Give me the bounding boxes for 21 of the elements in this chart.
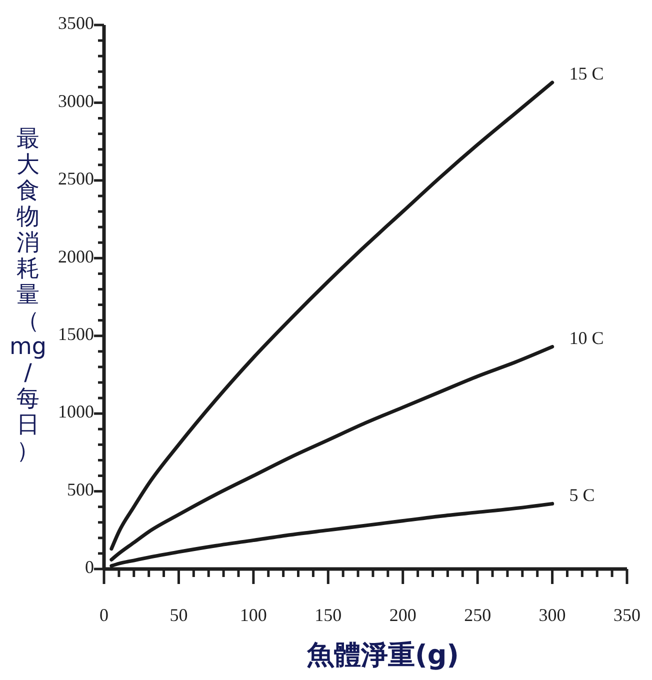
y-tick-label: 0 bbox=[85, 557, 94, 578]
x-tick-label: 200 bbox=[389, 605, 416, 625]
y-tick-label: 500 bbox=[67, 479, 94, 500]
x-tick-label: 300 bbox=[538, 605, 566, 625]
y-tick-label: 3000 bbox=[58, 90, 94, 111]
y-tick-label: 2000 bbox=[58, 246, 94, 266]
series-label: 10 C bbox=[569, 328, 604, 348]
x-tick-label: 0 bbox=[100, 605, 108, 625]
x-tick-label: 250 bbox=[464, 605, 492, 625]
x-axis-title: 魚體淨重(g) bbox=[306, 640, 460, 671]
y-tick-label: 1500 bbox=[58, 324, 94, 344]
x-tick-label: 350 bbox=[614, 605, 640, 625]
y-tick-label: 3500 bbox=[58, 13, 94, 34]
series-label: 15 C bbox=[569, 64, 604, 84]
x-tick-label: 50 bbox=[170, 605, 188, 625]
x-tick-label: 150 bbox=[314, 605, 342, 625]
y-tick-label: 2500 bbox=[58, 168, 94, 189]
y-tick-label: 1000 bbox=[58, 402, 94, 422]
x-tick-label: 100 bbox=[240, 605, 267, 625]
series-label: 5 C bbox=[569, 484, 595, 505]
text: 最大食物消耗量（mg/每日） bbox=[9, 126, 47, 464]
